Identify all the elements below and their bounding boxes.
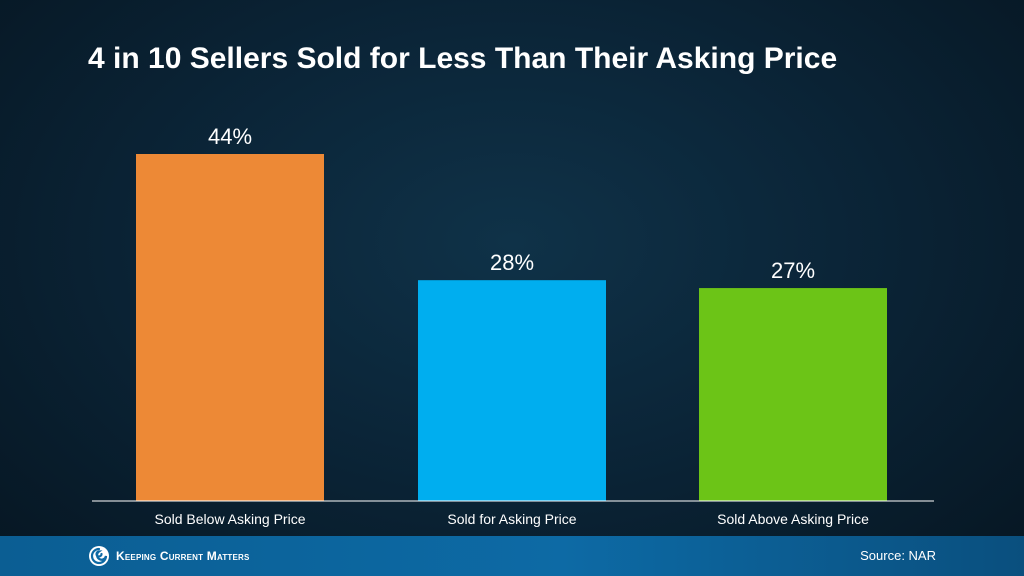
logo-text: Keeping Current Matters: [116, 549, 250, 563]
bar-chart: 44% Sold Below Asking Price 28% Sold for As…: [136, 124, 887, 527]
source-label: Source: NAR: [860, 548, 936, 563]
chart-title: 4 in 10 Sellers Sold for Less Than Their…: [88, 42, 838, 75]
footer-bar: Keeping Current Matters Source: NAR: [0, 536, 1024, 576]
category-label-1: Sold Below Asking Price: [155, 511, 306, 527]
swirl-logo-icon: [89, 546, 109, 566]
data-label-1: 44%: [208, 124, 252, 149]
data-label-2: 28%: [490, 250, 534, 275]
data-label-3: 27%: [771, 258, 815, 283]
bar-3: [699, 288, 887, 501]
category-label-2: Sold for Asking Price: [447, 511, 576, 527]
bar-1: [136, 154, 324, 501]
category-label-3: Sold Above Asking Price: [717, 511, 869, 527]
bar-2: [418, 280, 606, 501]
brand-logo: Keeping Current Matters: [88, 545, 250, 567]
